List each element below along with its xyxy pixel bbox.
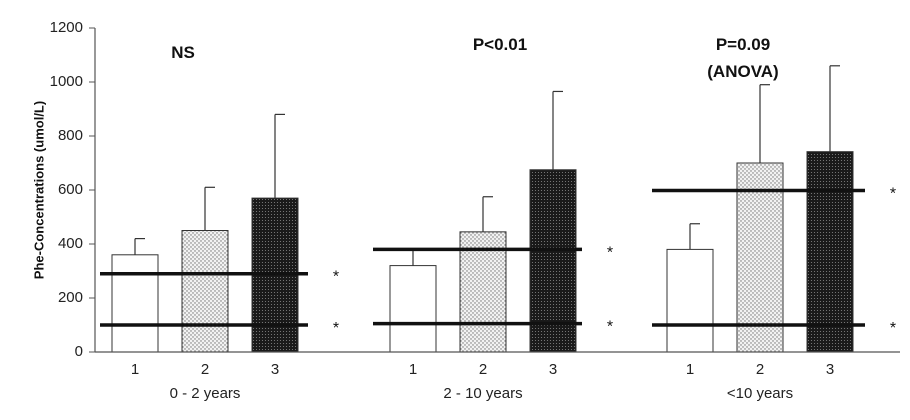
reference-marker: * — [607, 319, 613, 336]
x-tick-label: 3 — [271, 361, 279, 378]
reference-marker: * — [890, 186, 896, 203]
bar — [389, 265, 437, 353]
significance-annotation: P=0.09 — [716, 35, 770, 54]
y-tick-label: 600 — [58, 181, 83, 198]
significance-annotation: NS — [171, 43, 195, 62]
reference-marker: * — [890, 320, 896, 337]
y-axis-title-group: Phe-Concentrations (umol/L) — [31, 101, 46, 279]
bar — [736, 162, 784, 353]
bar — [666, 248, 714, 353]
x-tick-label: 1 — [686, 361, 694, 378]
y-axis: 0 200 400 600 800 1000 1200 — [50, 19, 95, 360]
y-tick-label: 1200 — [50, 19, 83, 36]
y-tick-label: 0 — [75, 343, 83, 360]
bar — [181, 230, 229, 353]
axes — [94, 28, 900, 353]
y-tick-label: 800 — [58, 127, 83, 144]
y-tick-label: 400 — [58, 235, 83, 252]
bar-group: 1 2 3 * * P=0.09 (ANOVA) <10 years — [652, 35, 896, 402]
significance-annotation: P<0.01 — [473, 35, 527, 54]
x-tick-label: 3 — [549, 361, 557, 378]
group-label: 0 - 2 years — [170, 385, 241, 402]
reference-marker: * — [333, 320, 339, 337]
y-tick-label: 1000 — [50, 73, 83, 90]
group-label: <10 years — [727, 385, 793, 402]
y-tick-label: 200 — [58, 289, 83, 306]
reference-marker: * — [333, 269, 339, 286]
significance-annotation: (ANOVA) — [707, 62, 778, 81]
bar — [806, 151, 854, 353]
bar-groups: 1 2 3 * * NS 0 - 2 years 1 2 3 * * P<0.01 2 - 10 year… — [100, 35, 896, 402]
x-tick-label: 2 — [756, 361, 764, 378]
x-tick-label: 1 — [409, 361, 417, 378]
reference-marker: * — [607, 244, 613, 261]
x-tick-label: 2 — [479, 361, 487, 378]
bar — [529, 169, 577, 353]
bar — [111, 254, 159, 353]
x-tick-label: 2 — [201, 361, 209, 378]
bar — [459, 231, 507, 353]
x-tick-label: 3 — [826, 361, 834, 378]
x-tick-label: 1 — [131, 361, 139, 378]
y-axis-title: Phe-Concentrations (umol/L) — [31, 101, 46, 279]
bar-group: 1 2 3 * * P<0.01 2 - 10 years — [373, 35, 613, 402]
group-label: 2 - 10 years — [443, 385, 522, 402]
bar-group: 1 2 3 * * NS 0 - 2 years — [100, 43, 339, 402]
